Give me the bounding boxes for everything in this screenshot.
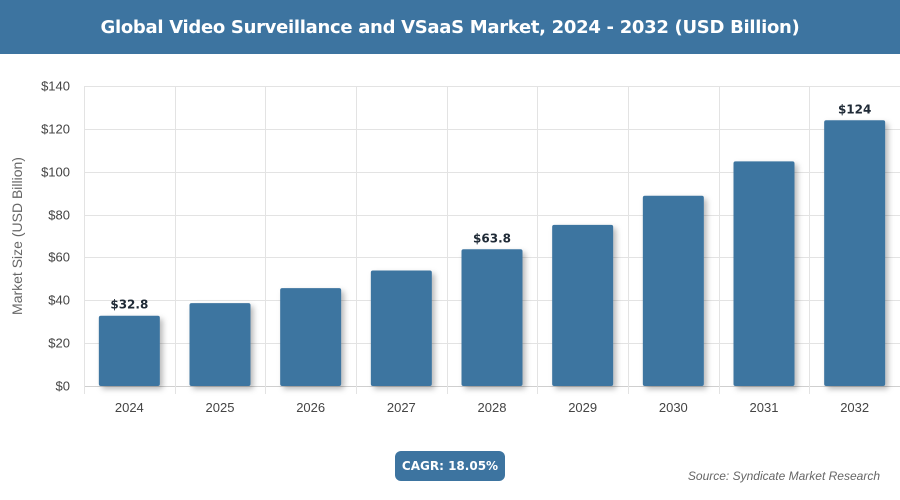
data-label: $124: [838, 102, 871, 116]
bar-chart: $0 $20 $40 $60 $80 $100 $120 $140 2024 2025 2026 20…: [9, 79, 900, 416]
y-tick-label: $140: [41, 79, 70, 94]
bar-2025: [189, 303, 251, 386]
bar-2029: [552, 224, 614, 386]
bars: [98, 120, 886, 387]
y-tick-label: $0: [56, 379, 70, 394]
labels: $0 $20 $40 $60 $80 $100 $120 $140 2024 2025 2026 20…: [41, 79, 871, 416]
y-tick-label: $80: [48, 208, 70, 223]
bar-2030: [642, 195, 704, 386]
y-tick-label: $40: [48, 293, 70, 308]
bar-2031: [733, 161, 795, 386]
chart-header: Global Video Surveillance and VSaaS Mark…: [0, 0, 900, 54]
x-tick-label: 2025: [206, 400, 235, 415]
x-tick-label: 2026: [296, 400, 325, 415]
cagr-badge: CAGR: 18.05%: [395, 451, 505, 481]
x-tick-label: 2031: [750, 400, 779, 415]
bar-2028: [461, 249, 523, 386]
bar-2027: [370, 270, 432, 386]
grid-lines: [84, 86, 900, 394]
chart-title: Global Video Surveillance and VSaaS Mark…: [100, 16, 800, 38]
x-tick-label: 2032: [840, 400, 869, 415]
x-tick-label: 2027: [387, 400, 416, 415]
bar-2026: [280, 288, 342, 386]
x-tick-label: 2029: [568, 400, 597, 415]
y-tick-label: $120: [41, 122, 70, 137]
x-tick-label: 2030: [659, 400, 688, 415]
bar-2032: [824, 120, 886, 387]
data-label: $32.8: [110, 298, 148, 312]
y-tick-label: $20: [48, 336, 70, 351]
x-tick-label: 2024: [115, 400, 144, 415]
y-tick-label: $60: [48, 250, 70, 265]
data-label: $63.8: [473, 231, 511, 245]
source-note: Source: Syndicate Market Research: [687, 469, 880, 483]
y-axis-title: Market Size (USD Billion): [9, 157, 25, 315]
bar-2024: [98, 315, 160, 386]
y-tick-label: $100: [41, 165, 70, 180]
x-tick-label: 2028: [478, 400, 507, 415]
